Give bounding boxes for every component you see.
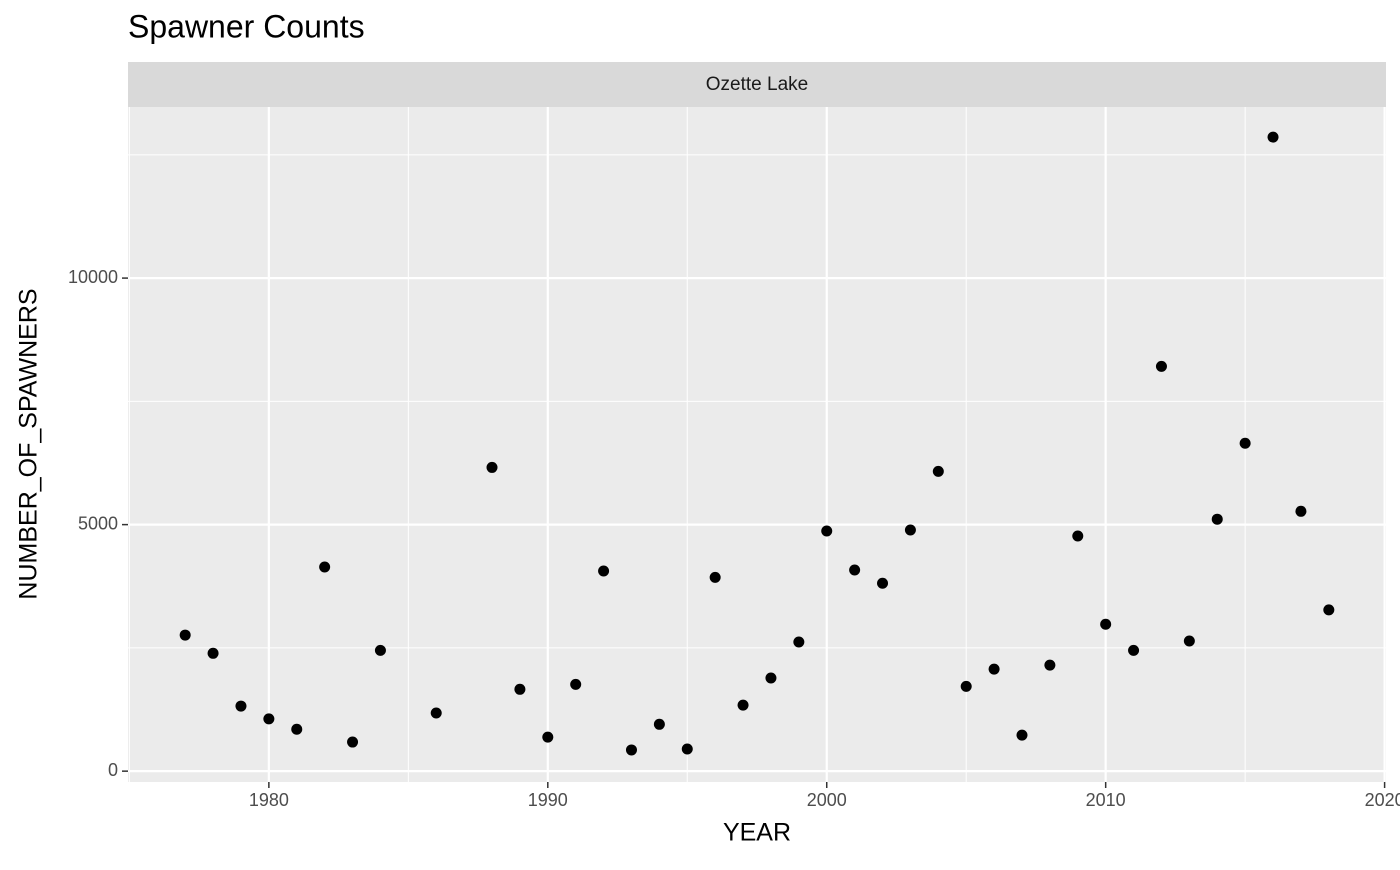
point (430, 707, 442, 719)
x-tick-label: 2000 (807, 790, 847, 810)
point (681, 743, 693, 755)
y-tick-label: 0 (108, 760, 118, 780)
point (821, 525, 833, 537)
point (1155, 360, 1167, 372)
point (1295, 505, 1307, 517)
chart-title: Spawner Counts (128, 8, 365, 44)
point (765, 672, 777, 684)
facet-strip (128, 62, 1386, 107)
point (960, 680, 972, 692)
point (374, 644, 386, 656)
x-tick-label: 1980 (249, 790, 289, 810)
x-axis-label: YEAR (723, 819, 791, 847)
point (319, 561, 331, 573)
point (486, 461, 498, 473)
point (570, 678, 582, 690)
panel (128, 107, 1386, 782)
point (235, 700, 247, 712)
x-tick-label: 1990 (528, 790, 568, 810)
point (1323, 604, 1335, 616)
point (347, 736, 359, 748)
point (709, 571, 721, 583)
point (1016, 729, 1028, 741)
point (542, 731, 554, 743)
point (849, 564, 861, 576)
y-tick-label: 5000 (78, 513, 118, 533)
point (514, 683, 526, 695)
point (598, 565, 610, 577)
y-axis-label: NUMBER_OF_SPAWNERS (15, 288, 43, 599)
point (877, 577, 889, 589)
point (625, 744, 637, 756)
grid (128, 107, 1386, 782)
x-tick-label: 2010 (1086, 790, 1126, 810)
point (988, 663, 1000, 675)
point (737, 699, 749, 711)
point (1044, 659, 1056, 671)
point (291, 723, 303, 735)
point (207, 647, 219, 659)
point (179, 629, 191, 641)
point (1100, 618, 1112, 630)
x-tick-label: 2020 (1365, 790, 1400, 810)
point (904, 524, 916, 536)
points (179, 131, 1335, 756)
y-tick-label: 10000 (68, 267, 118, 287)
point (263, 713, 275, 725)
point (1211, 513, 1223, 525)
facet-label: Ozette Lake (706, 74, 808, 95)
point (1128, 644, 1140, 656)
point (1072, 530, 1084, 542)
point (1239, 437, 1251, 449)
point (1183, 635, 1195, 647)
point (1267, 131, 1279, 143)
point (932, 465, 944, 477)
point (793, 636, 805, 648)
point (653, 718, 665, 730)
